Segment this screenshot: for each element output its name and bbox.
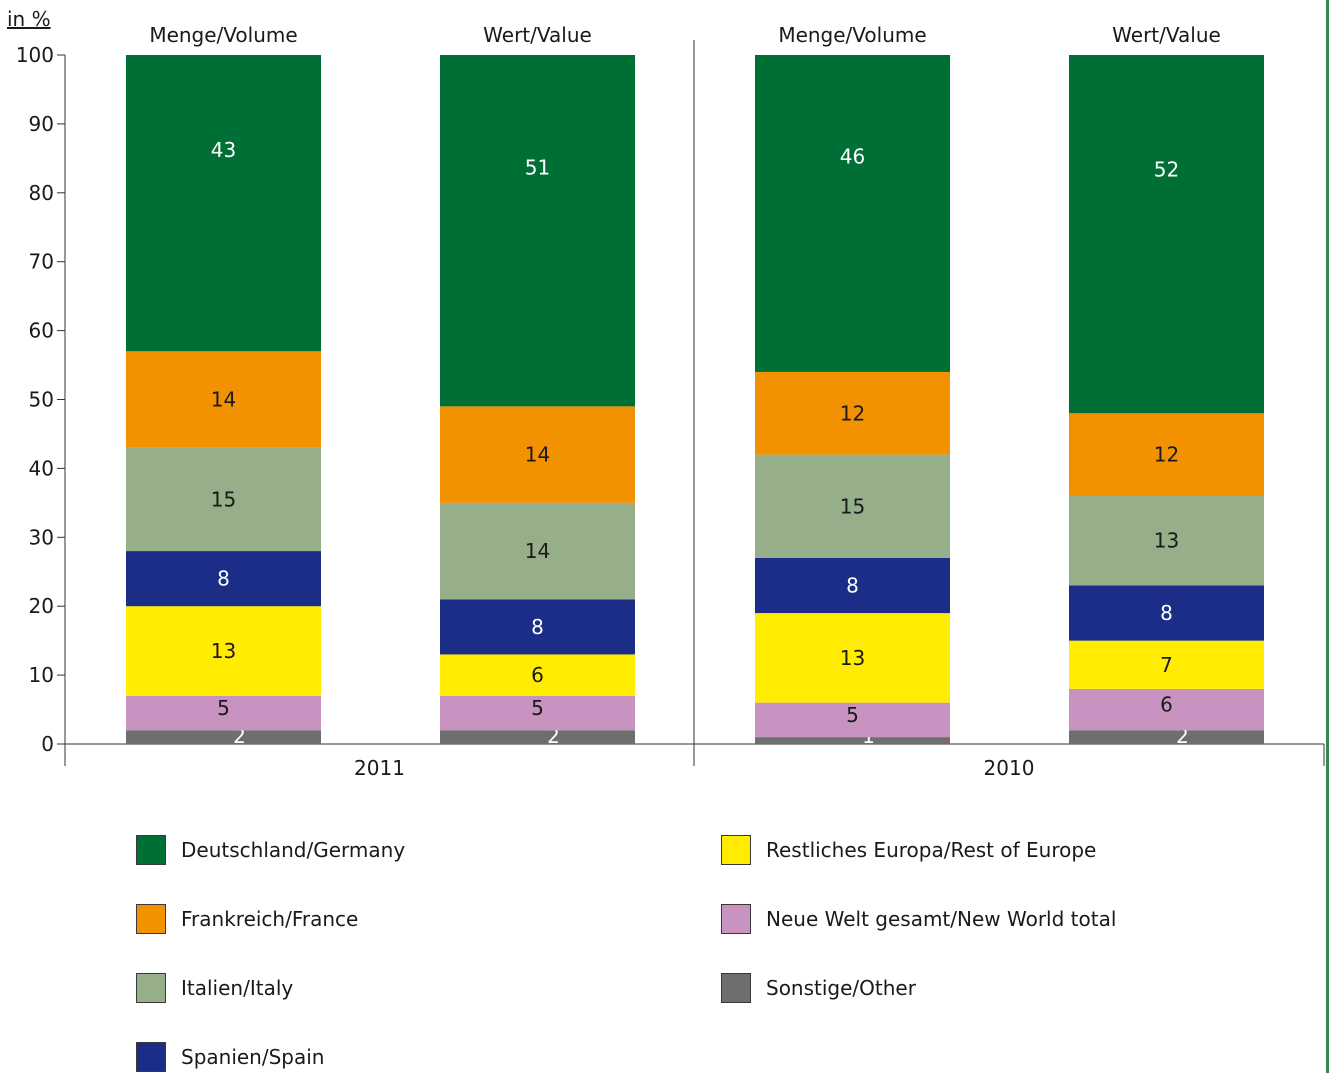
bar-segment xyxy=(1069,55,1264,414)
legend-swatch xyxy=(136,835,166,865)
legend-label: Sonstige/Other xyxy=(766,976,916,1000)
bar-value-label: 51 xyxy=(525,155,550,179)
bar-segment xyxy=(1069,730,1264,744)
bar-value-label: 5 xyxy=(846,703,859,727)
bar-segment xyxy=(440,730,635,744)
group-label: 2010 xyxy=(984,756,1035,780)
bar-value-label: 15 xyxy=(840,494,865,518)
bar-value-label: 7 xyxy=(1160,653,1173,677)
bar-value-label: 6 xyxy=(1160,693,1173,717)
bar-value-label: 14 xyxy=(525,443,550,467)
y-tick-label: 100 xyxy=(16,43,54,67)
legend-label: Italien/Italy xyxy=(181,976,294,1000)
bar-value-label: 13 xyxy=(840,646,865,670)
bar-segment xyxy=(440,406,635,503)
y-tick-label: 90 xyxy=(29,112,54,136)
bar-segment xyxy=(1069,585,1264,641)
legend-item: Sonstige/Other xyxy=(721,972,916,1004)
bar-segment xyxy=(126,351,321,448)
legend-swatch xyxy=(136,973,166,1003)
bar-value-label: 8 xyxy=(1160,601,1173,625)
legend-item: Italien/Italy xyxy=(136,972,293,1004)
legend-label: Spanien/Spain xyxy=(181,1045,325,1069)
chart-svg: in % 0 10 20 30 40 50 60 70 80 90 100 2011 2010 Menge/… xyxy=(7,7,1325,780)
legend-swatch xyxy=(136,904,166,934)
legend-swatch xyxy=(721,973,751,1003)
bar-segment xyxy=(126,695,321,731)
y-tick-label: 10 xyxy=(29,663,54,687)
bar-segment xyxy=(755,55,950,372)
bar-segment xyxy=(126,55,321,352)
bar-segment xyxy=(755,613,950,703)
bar-segment xyxy=(755,454,950,558)
y-tick-label: 70 xyxy=(29,250,54,274)
legend-swatch xyxy=(721,835,751,865)
bar-value-label: 13 xyxy=(1154,529,1179,553)
bar-segment xyxy=(1069,640,1264,689)
legend-item: Deutschland/Germany xyxy=(136,834,405,866)
bar-segment xyxy=(126,606,321,696)
bar-segment xyxy=(755,371,950,455)
bar-value-label: 14 xyxy=(211,388,236,412)
y-tick-label: 40 xyxy=(29,456,54,480)
bar-segment xyxy=(440,654,635,696)
bar-value-label: 15 xyxy=(211,487,236,511)
y-tick-label: 80 xyxy=(29,181,54,205)
group-label: 2011 xyxy=(354,756,405,780)
y-tick-label: 30 xyxy=(29,525,54,549)
bar-segment xyxy=(440,599,635,655)
legend-swatch xyxy=(721,904,751,934)
y-tick-label: 50 xyxy=(29,388,54,412)
bar-value-label: 5 xyxy=(217,696,230,720)
bar-value-label: 46 xyxy=(840,144,865,168)
bar-value-label: 8 xyxy=(846,574,859,598)
y-tick-label: 60 xyxy=(29,319,54,343)
bar-segment xyxy=(1069,495,1264,586)
bar-segment xyxy=(755,702,950,738)
bar-segment xyxy=(1069,413,1264,496)
category-label: Wert/Value xyxy=(1112,23,1221,47)
bar-value-label: 43 xyxy=(211,138,236,162)
legend-item: Spanien/Spain xyxy=(136,1041,324,1073)
bar-segment xyxy=(440,55,635,407)
legend-swatch xyxy=(136,1042,166,1072)
legend-item: Restliches Europa/Rest of Europe xyxy=(721,834,1096,866)
category-label: Menge/Volume xyxy=(149,23,297,47)
y-tick-label: 0 xyxy=(41,732,54,756)
bar-segment xyxy=(755,557,950,614)
legend-label: Deutschland/Germany xyxy=(181,838,406,862)
legend-item: Neue Welt gesamt/New World total xyxy=(721,903,1116,935)
y-tick-label: 20 xyxy=(29,594,54,618)
legend-label: Frankreich/France xyxy=(181,907,359,931)
bar-segment xyxy=(1069,688,1264,731)
category-label: Wert/Value xyxy=(483,23,592,47)
bar-segment xyxy=(126,447,321,552)
legend-item: Frankreich/France xyxy=(136,903,358,935)
bar-value-label: 12 xyxy=(840,401,865,425)
bar-value-label: 6 xyxy=(531,663,544,687)
bar-value-label: 12 xyxy=(1154,443,1179,467)
category-label: Menge/Volume xyxy=(778,23,926,47)
bar-value-label: 14 xyxy=(525,539,550,563)
bar-segment xyxy=(440,695,635,731)
bar-value-label: 52 xyxy=(1154,158,1179,182)
bar-segment xyxy=(440,502,635,600)
legend-label: Restliches Europa/Rest of Europe xyxy=(766,838,1097,862)
bar-segment xyxy=(126,551,321,607)
bar-value-label: 8 xyxy=(531,615,544,639)
bar-segment xyxy=(755,737,950,744)
bar-value-label: 8 xyxy=(217,567,230,591)
legend-label: Neue Welt gesamt/New World total xyxy=(766,907,1117,931)
bar-value-label: 5 xyxy=(531,696,544,720)
unit-label: in % xyxy=(7,7,51,31)
bar-segment xyxy=(126,730,321,744)
bar-value-label: 13 xyxy=(211,639,236,663)
right-border-line xyxy=(1326,0,1329,1073)
